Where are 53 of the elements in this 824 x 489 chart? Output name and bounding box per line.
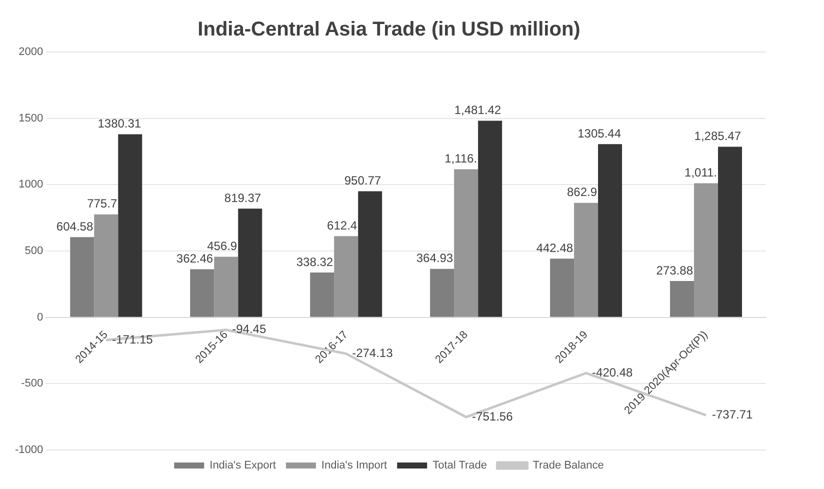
data-label: 364.93 [416,251,454,266]
data-label: -274.13 [352,346,394,360]
data-label: -751.56 [472,409,514,424]
data-label: 456.9 [207,239,238,254]
data-label: 362.46 [176,252,214,266]
data-label: 1,116. [444,152,478,166]
bar [214,256,238,317]
bar [334,236,358,317]
y-tick-label: 1000 [18,178,44,191]
y-tick-label: 1500 [18,112,44,124]
data-label: 1,481.42 [454,103,502,118]
data-label: 819.37 [224,190,262,205]
bar [670,281,694,317]
bar [598,144,622,317]
data-label: 1305.44 [578,126,622,140]
data-label: 604.58 [56,219,94,234]
data-label: -94.45 [232,322,266,336]
data-label: 1380.31 [98,116,142,131]
y-tick-label: 2000 [18,46,44,58]
data-label: 1,011. [684,166,718,180]
legend-label: Total Trade [432,460,488,472]
bar [694,183,718,317]
bar [574,202,598,317]
data-label: 950.77 [344,174,382,188]
bar [238,208,262,317]
bar [478,120,502,317]
y-tick-label: -500 [21,378,44,390]
data-label: 442.48 [536,240,574,255]
bar [430,268,454,317]
data-label: 612.4 [327,218,358,232]
bar [118,134,142,317]
data-label: -737.71 [712,408,754,422]
bar [358,191,382,317]
data-label: 1,285.47 [694,129,742,144]
bar [550,258,574,317]
bar [310,272,334,317]
y-tick-label: 0 [37,311,44,324]
data-label: 862.9 [567,185,598,200]
chart-title: India-Central Asia Trade (in USD million) [198,18,580,41]
legend-label: India's Import [321,460,388,472]
y-tick-label: -1000 [14,444,44,456]
bar [454,169,478,317]
data-label: -171.15 [112,332,154,346]
data-label: 775.7 [87,196,118,211]
bar [718,146,742,317]
bar [94,214,118,317]
data-label: 273.88 [656,263,694,278]
bar [190,269,214,317]
bar [70,237,94,317]
legend-label: India's Export [210,460,276,472]
legend-label: Trade Balance [532,460,604,472]
y-tick-label: 500 [24,245,44,258]
data-label: 338.32 [296,254,334,269]
